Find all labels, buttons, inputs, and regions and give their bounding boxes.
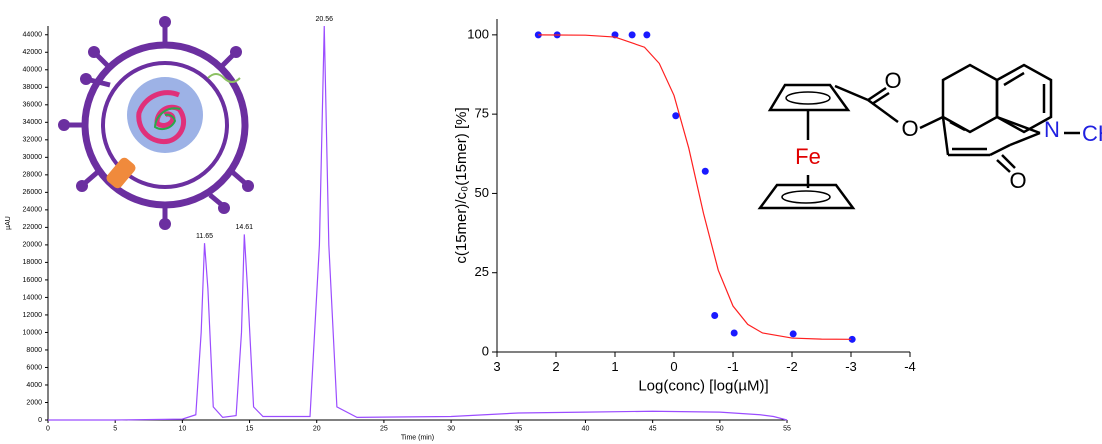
- atom-label: CH₃: [1082, 121, 1102, 146]
- y-tick-label: 75: [475, 106, 489, 121]
- y-tick-label: 14000: [23, 294, 43, 301]
- x-axis-label: Time (min): [401, 435, 434, 442]
- data-point: [672, 112, 680, 120]
- x-tick-label: 0: [46, 425, 50, 432]
- y-tick-label: 20000: [23, 242, 43, 249]
- x-axis-label: Log(conc) [log(µM)]: [638, 377, 768, 394]
- data-point: [643, 31, 651, 39]
- chemical-structure: [757, 63, 1080, 210]
- y-axis-label: µAU: [5, 216, 12, 230]
- y-tick-label: 22000: [23, 224, 43, 231]
- y-tick-label: 40000: [23, 67, 43, 74]
- virus-illustration: [58, 16, 254, 230]
- y-tick-label: 0: [482, 343, 489, 358]
- peak-label: 11.65: [196, 233, 213, 240]
- x-tick-label: -3: [845, 359, 857, 374]
- x-tick-label: 0: [670, 359, 677, 374]
- y-tick-label: 2000: [26, 399, 42, 406]
- structure-labels: Fe O O N CH₃ O: [795, 68, 1102, 193]
- data-point: [701, 167, 709, 175]
- x-tick-label: 55: [783, 425, 791, 432]
- y-tick-label: 8000: [26, 347, 42, 354]
- atom-label: O: [1009, 168, 1026, 193]
- y-tick-label: 10000: [23, 329, 43, 336]
- x-tick-label: -1: [727, 359, 739, 374]
- y-tick-label: 18000: [23, 259, 43, 266]
- x-tick-label: 40: [582, 425, 590, 432]
- x-tick-label: 10: [178, 425, 186, 432]
- data-point: [711, 312, 719, 320]
- y-tick-label: 12000: [23, 312, 43, 319]
- peak-label: 20.56: [315, 16, 333, 23]
- y-tick-label: 0: [38, 417, 42, 424]
- y-tick-label: 26000: [23, 189, 43, 196]
- x-tick-label: 20: [313, 425, 321, 432]
- data-line: [538, 34, 852, 340]
- y-tick-label: 34000: [23, 119, 43, 126]
- data-point: [628, 31, 636, 39]
- y-tick-label: 4000: [26, 382, 42, 389]
- x-tick-label: 1: [611, 359, 618, 374]
- y-tick-label: 42000: [23, 49, 43, 56]
- x-tick-label: 30: [447, 425, 455, 432]
- y-tick-label: 24000: [23, 207, 43, 214]
- x-tick-label: 50: [716, 425, 724, 432]
- x-tick-label: 15: [246, 425, 254, 432]
- y-tick-label: 28000: [23, 172, 43, 179]
- y-tick-label: 38000: [23, 84, 43, 91]
- data-point: [789, 330, 797, 338]
- x-tick-label: 2: [552, 359, 559, 374]
- y-tick-label: 16000: [23, 277, 43, 284]
- data-point: [848, 335, 856, 343]
- atom-label: N: [1044, 117, 1060, 142]
- x-tick-label: 35: [514, 425, 522, 432]
- atom-label: Fe: [795, 144, 821, 169]
- y-tick-label: 100: [467, 26, 489, 41]
- x-tick-label: -2: [786, 359, 798, 374]
- y-tick-label: 30000: [23, 154, 43, 161]
- x-tick-label: -4: [904, 359, 916, 374]
- x-tick-label: 3: [493, 359, 500, 374]
- y-axis-label: c(15mer)/c₀(15mer) [%]: [453, 107, 470, 263]
- y-tick-label: 50: [475, 185, 489, 200]
- x-tick-label: 5: [113, 425, 117, 432]
- peak-label: 14.61: [236, 224, 254, 231]
- data-point: [730, 329, 738, 337]
- y-tick-label: 36000: [23, 102, 43, 109]
- x-tick-label: 45: [649, 425, 657, 432]
- data-line: [48, 25, 788, 421]
- y-tick-label: 6000: [26, 364, 42, 371]
- y-tick-label: 44000: [23, 32, 43, 39]
- y-tick-label: 32000: [23, 137, 43, 144]
- atom-label: O: [884, 68, 901, 93]
- y-tick-label: 25: [475, 264, 489, 279]
- x-tick-label: 25: [380, 425, 388, 432]
- atom-label: O: [901, 116, 918, 141]
